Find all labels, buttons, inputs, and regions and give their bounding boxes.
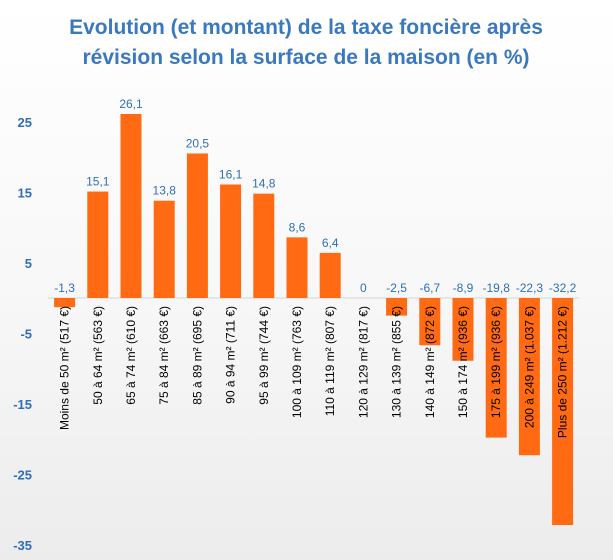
bar bbox=[319, 252, 341, 298]
data-label: 26,1 bbox=[119, 97, 143, 111]
data-label: 16,1 bbox=[219, 167, 243, 181]
y-tick-label: -15 bbox=[13, 397, 32, 412]
category-label: 150 à 174 m² (936 €) bbox=[456, 306, 470, 418]
data-label: 13,8 bbox=[153, 184, 177, 198]
data-label: 20,5 bbox=[186, 136, 210, 150]
bar bbox=[386, 298, 408, 316]
data-label: -1,3 bbox=[54, 281, 75, 295]
category-label: 175 à 199 m² (936 €) bbox=[489, 306, 503, 418]
y-tick-label: -35 bbox=[13, 538, 32, 553]
bar bbox=[120, 113, 142, 299]
data-labels: -1,315,126,113,820,516,114,88,66,40 -2,5-… bbox=[54, 97, 576, 295]
category-label: 85 à 89 m² (695 €) bbox=[190, 306, 204, 405]
category-label: Plus de 250 m² (1.212 €) bbox=[556, 306, 570, 438]
bar bbox=[286, 237, 308, 298]
bar bbox=[452, 298, 474, 361]
category-label: 90 à 94 m² (711 €) bbox=[224, 306, 238, 404]
bar bbox=[419, 298, 441, 346]
category-labels: Moins de 50 m² (517 €) 50 à 64 m² (563 €)… bbox=[58, 306, 570, 438]
category-label: 120 à 129 m² (817 €) bbox=[356, 306, 370, 418]
data-label: -6,7 bbox=[419, 281, 440, 295]
data-label: -32,2 bbox=[549, 281, 577, 295]
data-label: -22,3 bbox=[516, 281, 544, 295]
bar bbox=[552, 298, 574, 526]
category-label: 65 à 74 m² (610 €) bbox=[124, 306, 138, 405]
y-axis-ticks: 25 15 5 -5 -15 -25 -35 bbox=[13, 115, 32, 553]
bar bbox=[518, 298, 540, 456]
y-tick-label: 25 bbox=[18, 115, 32, 130]
category-label: 50 à 64 m² (563 €) bbox=[91, 306, 105, 405]
bar bbox=[485, 298, 507, 438]
category-label: 140 à 149 m² (872 €) bbox=[423, 306, 437, 418]
data-label: 0 bbox=[360, 281, 367, 295]
bar bbox=[54, 298, 76, 308]
category-label: 95 à 99 m² (744 €) bbox=[257, 306, 271, 405]
chart-title-line-1: Evolution (et montant) de la taxe fonciè… bbox=[69, 16, 543, 39]
data-label: 8,6 bbox=[289, 220, 306, 234]
bar bbox=[186, 153, 208, 298]
data-label: 6,4 bbox=[322, 236, 339, 250]
data-label: -8,9 bbox=[453, 281, 474, 295]
y-tick-label: -25 bbox=[13, 467, 32, 482]
category-label: Moins de 50 m² (517 €) bbox=[58, 306, 72, 430]
data-label: 14,8 bbox=[252, 177, 276, 191]
data-label: -19,8 bbox=[483, 281, 511, 295]
y-tick-label: 5 bbox=[25, 256, 32, 271]
bar bbox=[87, 191, 109, 298]
chart-title-line-2: révision selon la surface de la maison (… bbox=[83, 46, 530, 69]
y-tick-label: 15 bbox=[18, 185, 32, 200]
data-label: -2,5 bbox=[386, 281, 407, 295]
category-label: 130 à 139 m² (855 €) bbox=[390, 306, 404, 418]
category-label: 100 à 109 m² (763 €) bbox=[290, 306, 304, 418]
category-label: 200 à 249 m² (1.037 €) bbox=[522, 306, 536, 428]
bar bbox=[253, 193, 275, 298]
bar bbox=[220, 184, 242, 298]
y-tick-label: -5 bbox=[20, 326, 32, 341]
bar bbox=[153, 200, 175, 298]
data-label: 15,1 bbox=[86, 175, 110, 189]
category-label: 75 à 84 m² (663 €) bbox=[157, 306, 171, 405]
category-label: 110 à 119 m² (807 €) bbox=[323, 306, 337, 416]
bars bbox=[54, 113, 574, 526]
